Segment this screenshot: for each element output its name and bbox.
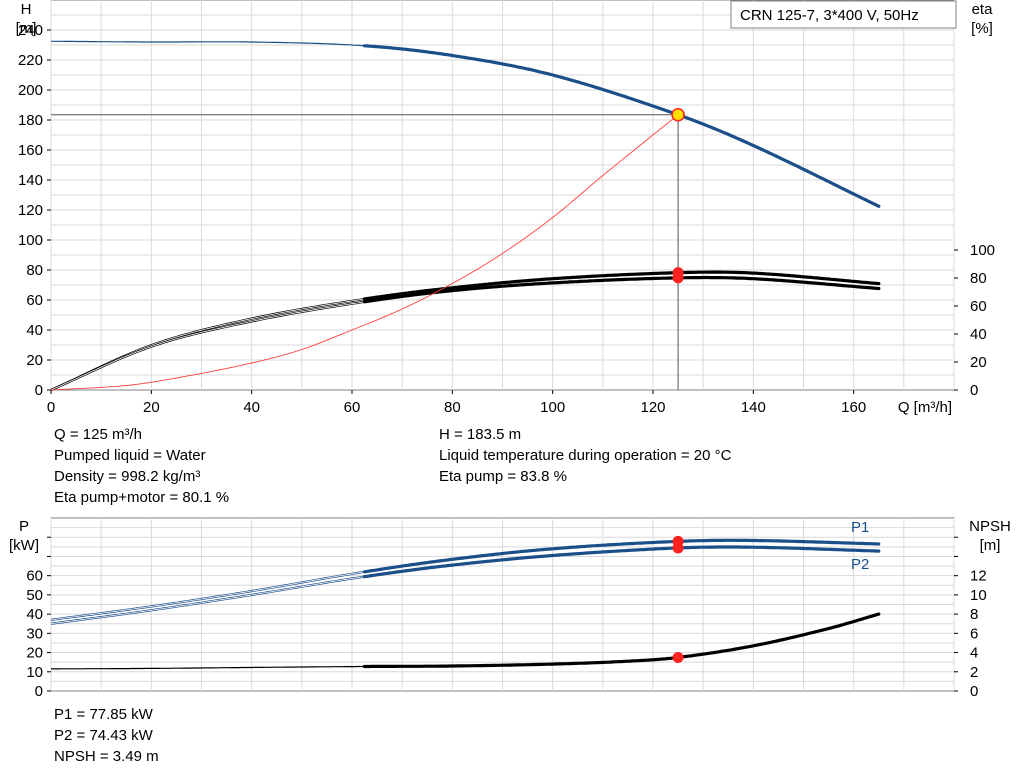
p-axis-label-0: P (19, 518, 29, 535)
series-label-P2: P2 (851, 556, 869, 573)
curve-H (362, 44, 881, 208)
q-tick-label: 140 (741, 399, 766, 416)
duty-point-npsh (672, 651, 684, 663)
h-tick-label: 160 (18, 142, 43, 159)
p-tick-label: 50 (26, 587, 43, 604)
curve-P2-thin-inner (50, 576, 365, 625)
eta-tick-label: 100 (970, 242, 995, 259)
eta-axis-label-0: eta (972, 1, 994, 18)
npsh-tick-label: 4 (970, 645, 978, 662)
h-axis-label-1: [m] (16, 20, 37, 37)
npsh-tick-label: 12 (970, 568, 987, 585)
title-box (730, 0, 957, 29)
info-p1: P1 = 77.85 kW (54, 706, 153, 723)
npsh-axis-label-1: [m] (980, 537, 1001, 554)
mark-layer (671, 108, 685, 663)
curve-eta_total-thin-inner (50, 301, 365, 391)
p-tick-label: 20 (26, 645, 43, 662)
info-liquid: Pumped liquid = Water (54, 447, 206, 464)
lower-info: P1 = 77.85 kW P2 = 74.43 kW NPSH = 3.49 … (54, 704, 159, 767)
duty-point-eta-total (672, 272, 684, 284)
h-axis-label-0: H (21, 1, 32, 18)
eta-tick-label: 40 (970, 326, 987, 343)
eta-tick-label: 0 (970, 382, 978, 399)
q-tick-label: 40 (243, 399, 260, 416)
info-npsh: NPSH = 3.49 m (54, 748, 159, 765)
info-density: Density = 998.2 kg/m³ (54, 468, 201, 485)
series-label-P1: P1 (851, 519, 869, 536)
p-tick-label: 40 (26, 606, 43, 623)
npsh-axis-label-0: NPSH (969, 518, 1011, 535)
p-tick-label: 0 (35, 683, 43, 700)
curve-layer (50, 40, 881, 670)
h-tick-label: 200 (18, 82, 43, 99)
info-eta-pump: Eta pump = 83.8 % (439, 468, 567, 485)
curve-P2 (362, 545, 881, 579)
q-tick-label: 100 (540, 399, 565, 416)
chart-title: CRN 125-7, 3*400 V, 50Hz (740, 7, 919, 24)
curve-NPSH-thin (51, 665, 365, 670)
upper-info-right: H = 183.5 m Liquid temperature during op… (439, 424, 731, 487)
h-tick-label: 100 (18, 232, 43, 249)
npsh-tick-label: 10 (970, 587, 987, 604)
npsh-tick-label: 2 (970, 664, 978, 681)
eta-tick-label: 60 (970, 298, 987, 315)
p-tick-label: 60 (26, 568, 43, 585)
q-tick-label: 0 (47, 399, 55, 416)
upper-info-left: Q = 125 m³/h Pumped liquid = Water Densi… (54, 424, 229, 508)
curve-P1-thin-inner (50, 571, 365, 621)
p-tick-label: 30 (26, 625, 43, 642)
curve-eta_total (362, 275, 881, 304)
label-layer: CRN 125-7, 3*400 V, 50Hz 020406080100120… (9, 0, 1011, 700)
h-tick-label: 60 (26, 292, 43, 309)
grid-layer (47, 0, 958, 692)
h-tick-label: 40 (26, 322, 43, 339)
curve-P1 (362, 538, 881, 574)
q-tick-label: 60 (344, 399, 361, 416)
curve-eta_pump (362, 270, 881, 301)
q-tick-label: 80 (444, 399, 461, 416)
q-tick-label: 120 (640, 399, 665, 416)
q-tick-label: 160 (841, 399, 866, 416)
curve-NPSH (362, 612, 881, 669)
q-tick-label: 20 (143, 399, 160, 416)
curve-P2-thin (50, 575, 365, 625)
duty-point-p2 (672, 542, 684, 554)
p-tick-label: 10 (26, 664, 43, 681)
npsh-tick-label: 8 (970, 606, 978, 623)
h-tick-label: 180 (18, 112, 43, 129)
npsh-tick-label: 0 (970, 683, 978, 700)
h-tick-label: 220 (18, 52, 43, 69)
info-flow: Q = 125 m³/h (54, 426, 142, 443)
info-head: H = 183.5 m (439, 426, 522, 443)
curve-H-thin (51, 40, 365, 47)
h-tick-label: 120 (18, 202, 43, 219)
p-axis-label-1: [kW] (9, 537, 39, 554)
h-tick-label: 240 (18, 22, 43, 39)
info-eta-total: Eta pump+motor = 80.1 % (54, 489, 230, 506)
eta-tick-label: 80 (970, 270, 987, 287)
npsh-tick-label: 6 (970, 625, 978, 642)
curve-P1-thin (50, 570, 365, 621)
eta-tick-label: 20 (970, 354, 987, 371)
h-tick-label: 20 (26, 352, 43, 369)
h-tick-label: 80 (26, 262, 43, 279)
curve-system (50, 114, 679, 391)
h-tick-label: 0 (35, 382, 43, 399)
x-axis-label: Q [m³/h] (898, 399, 952, 416)
info-temperature: Liquid temperature during operation = 20… (439, 447, 732, 464)
info-p2: P2 = 74.43 kW (54, 727, 153, 744)
h-tick-label: 140 (18, 172, 43, 189)
duty-point-head (671, 108, 685, 122)
eta-axis-label-1: [%] (971, 20, 993, 37)
